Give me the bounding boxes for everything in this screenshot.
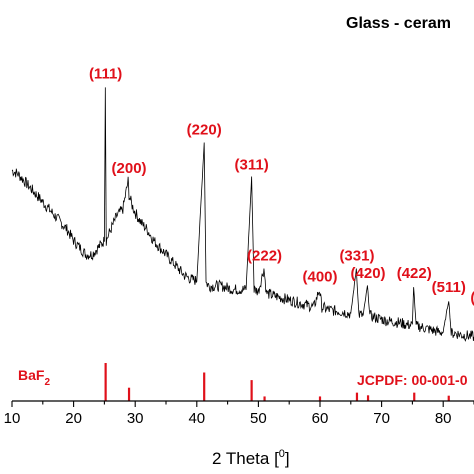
reference-pattern xyxy=(104,363,450,401)
peak-label-10: (4 xyxy=(470,290,474,307)
peak-label-9: (511) xyxy=(432,279,466,296)
x-tick-label-2: 30 xyxy=(127,410,144,427)
x-tick-label-1: 20 xyxy=(65,410,82,427)
peak-label-7: (420) xyxy=(351,265,386,282)
x-tick-label-4: 50 xyxy=(250,410,267,427)
x-axis: 10 20 30 40 50 60 70 80 xyxy=(4,400,474,427)
peak-label-6: (331) xyxy=(339,248,374,265)
peak-label-1: (200) xyxy=(112,160,147,177)
peak-label-5: (400) xyxy=(302,269,337,286)
peak-label-4: (222) xyxy=(247,248,282,265)
x-tick-label-0: 10 xyxy=(4,410,21,427)
chart-title: Glass - ceram xyxy=(346,15,451,32)
peak-label-3: (311) xyxy=(235,157,269,174)
peak-label-2: (220) xyxy=(187,122,222,139)
plot-area xyxy=(11,87,474,342)
peak-label-8: (422) xyxy=(397,265,432,282)
peak-label-0: (111) xyxy=(89,66,122,83)
x-tick-label-7: 80 xyxy=(435,410,452,427)
series-line-0 xyxy=(11,87,474,342)
x-axis-title: 2 Theta [0] xyxy=(212,448,290,468)
x-tick-label-3: 40 xyxy=(188,410,205,427)
reference-card-label: JCPDF: 00-001-0 xyxy=(357,372,468,388)
x-tick-label-6: 70 xyxy=(373,410,390,427)
reference-label: BaF2 xyxy=(18,367,50,388)
peak-labels: (111) (200) (220) (311) (222) (400)(331)(420)… xyxy=(89,66,474,307)
x-tick-label-5: 60 xyxy=(312,410,329,427)
